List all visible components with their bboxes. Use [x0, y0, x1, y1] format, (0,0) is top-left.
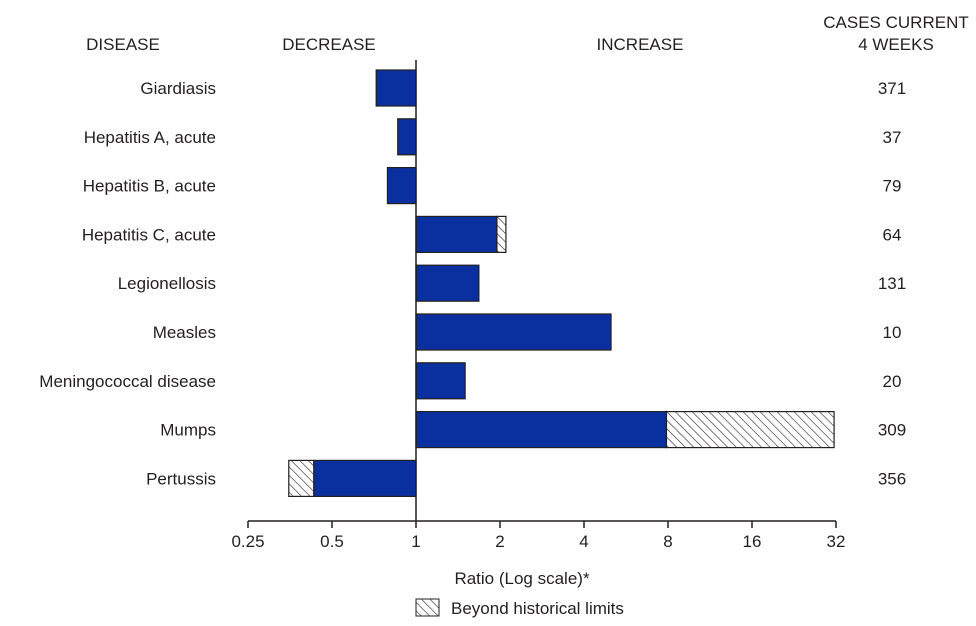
x-tick-label: 1	[411, 532, 420, 551]
bar	[415, 313, 612, 351]
x-tick-label: 0.25	[231, 532, 264, 551]
disease-label: Giardiasis	[140, 79, 216, 98]
x-tick-label: 32	[827, 532, 846, 551]
legend-hatch-swatch	[415, 598, 440, 617]
x-tick-label: 16	[743, 532, 762, 551]
bar	[415, 215, 498, 253]
bar	[415, 264, 480, 302]
decrease-header: DECREASE	[282, 35, 376, 54]
disease-label: Pertussis	[146, 469, 216, 488]
cases-value: 64	[883, 225, 902, 244]
legend-label: Beyond historical limits	[451, 599, 624, 618]
bar	[386, 167, 417, 205]
bar	[415, 362, 466, 400]
x-tick-label: 8	[663, 532, 672, 551]
x-tick-label: 0.5	[320, 532, 344, 551]
cases-value: 10	[883, 323, 902, 342]
beyond-limits-segment	[288, 459, 315, 497]
cases-value: 37	[883, 128, 902, 147]
disease-label: Legionellosis	[118, 274, 216, 293]
cases-value: 309	[878, 421, 906, 440]
beyond-limits-segment	[665, 411, 835, 449]
disease-label: Mumps	[160, 421, 216, 440]
cases-header-line2: 4 WEEKS	[858, 35, 934, 54]
x-tick-label: 4	[579, 532, 588, 551]
chart-rows: Giardiasis 371 Hepatitis A, acute 37 Hepatit…	[39, 69, 906, 497]
bar	[397, 118, 417, 156]
cases-value: 79	[883, 177, 902, 196]
bar	[415, 411, 668, 449]
disease-label: Measles	[153, 323, 216, 342]
disease-label: Hepatitis B, acute	[83, 177, 216, 196]
cases-value: 20	[883, 372, 902, 391]
x-axis-label: Ratio (Log scale)*	[454, 569, 590, 588]
disease-label: Hepatitis C, acute	[82, 225, 216, 244]
x-axis-ticks: 0.25 0.5 1 2 4 8 16 32	[231, 521, 845, 551]
cases-value: 356	[878, 469, 906, 488]
disease-header: DISEASE	[86, 35, 160, 54]
disease-label: Hepatitis A, acute	[84, 128, 216, 147]
disease-label: Meningococcal disease	[39, 372, 216, 391]
x-tick-label: 2	[495, 532, 504, 551]
cases-header-line1: CASES CURRENT	[823, 13, 968, 32]
bar	[375, 69, 417, 107]
increase-header: INCREASE	[597, 35, 684, 54]
legend: Beyond historical limits	[415, 598, 624, 618]
cases-value: 131	[878, 274, 906, 293]
cases-value: 371	[878, 79, 906, 98]
beyond-limits-segment	[496, 215, 507, 253]
bar	[313, 459, 417, 497]
